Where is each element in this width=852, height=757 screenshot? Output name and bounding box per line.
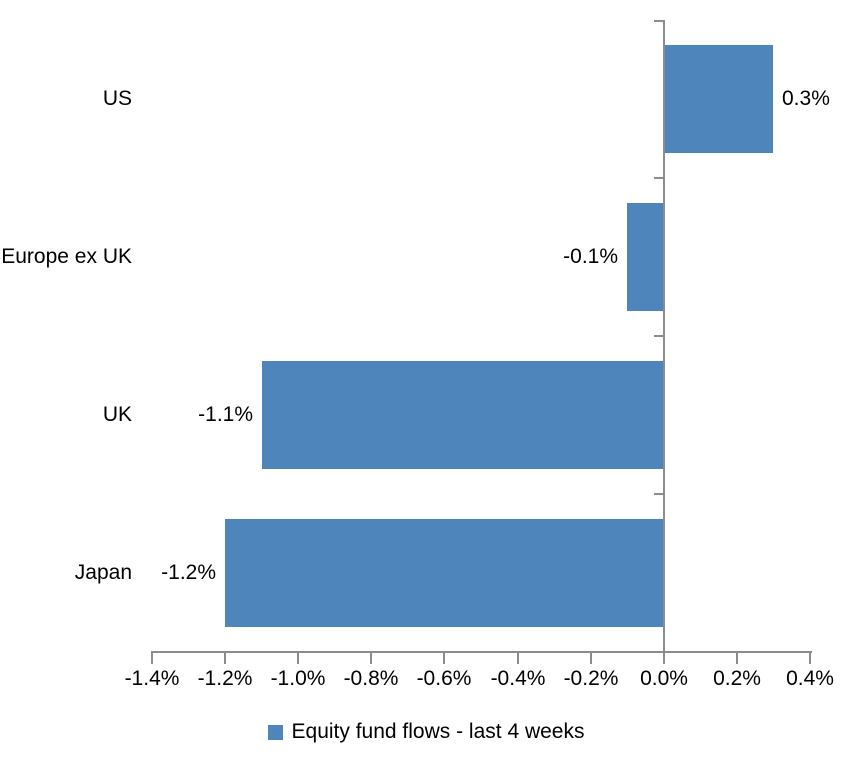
legend-marker-icon	[267, 724, 283, 740]
x-axis-tick	[443, 653, 445, 664]
data-label: -1.2%	[161, 561, 216, 584]
category-label: Europe ex UK	[1, 245, 132, 268]
y-axis-tick	[654, 335, 663, 337]
x-axis-tick	[590, 653, 592, 664]
category-label: Japan	[74, 561, 132, 584]
data-label: -1.1%	[198, 403, 253, 426]
x-axis-tick	[151, 653, 153, 664]
x-axis-tick	[663, 653, 665, 664]
x-axis-tick-label: -0.4%	[490, 667, 546, 690]
x-axis-tick	[809, 653, 811, 664]
bar	[627, 203, 665, 311]
y-axis-tick	[654, 493, 663, 495]
x-axis-tick-label: -1.2%	[197, 667, 253, 690]
category-label: UK	[102, 403, 132, 426]
data-label: -0.1%	[563, 245, 618, 268]
x-axis-tick	[297, 653, 299, 664]
x-axis-tick-label: 0.4%	[786, 667, 834, 690]
x-axis-tick-label: -0.8%	[343, 667, 399, 690]
x-axis-tick-label: -1.4%	[124, 667, 180, 690]
y-axis-tick	[654, 20, 663, 22]
x-axis-tick-label: 0.0%	[640, 667, 688, 690]
plot-area: US Europe ex UK UK Japan 0.3% -0.1% -1.1% -1.2…	[1, 20, 834, 690]
y-axis-tick	[654, 177, 663, 179]
bar	[664, 45, 773, 153]
bar	[261, 361, 664, 469]
x-axis-tick-label: -0.2%	[563, 667, 619, 690]
x-axis-tick	[517, 653, 519, 664]
x-axis-tick-label: -1.0%	[270, 667, 326, 690]
x-axis-line	[151, 651, 812, 653]
x-axis-tick	[370, 653, 372, 664]
legend: Equity fund flows - last 4 weeks	[0, 719, 852, 745]
x-axis-tick-label: -0.6%	[416, 667, 472, 690]
y-axis-line	[663, 20, 665, 663]
x-axis-tick-label: 0.2%	[713, 667, 761, 690]
x-axis-tick	[736, 653, 738, 664]
category-label: US	[102, 87, 132, 110]
bar	[225, 519, 665, 627]
x-axis-tick	[224, 653, 226, 664]
data-label: 0.3%	[782, 87, 830, 110]
legend-label: Equity fund flows - last 4 weeks	[291, 720, 585, 743]
